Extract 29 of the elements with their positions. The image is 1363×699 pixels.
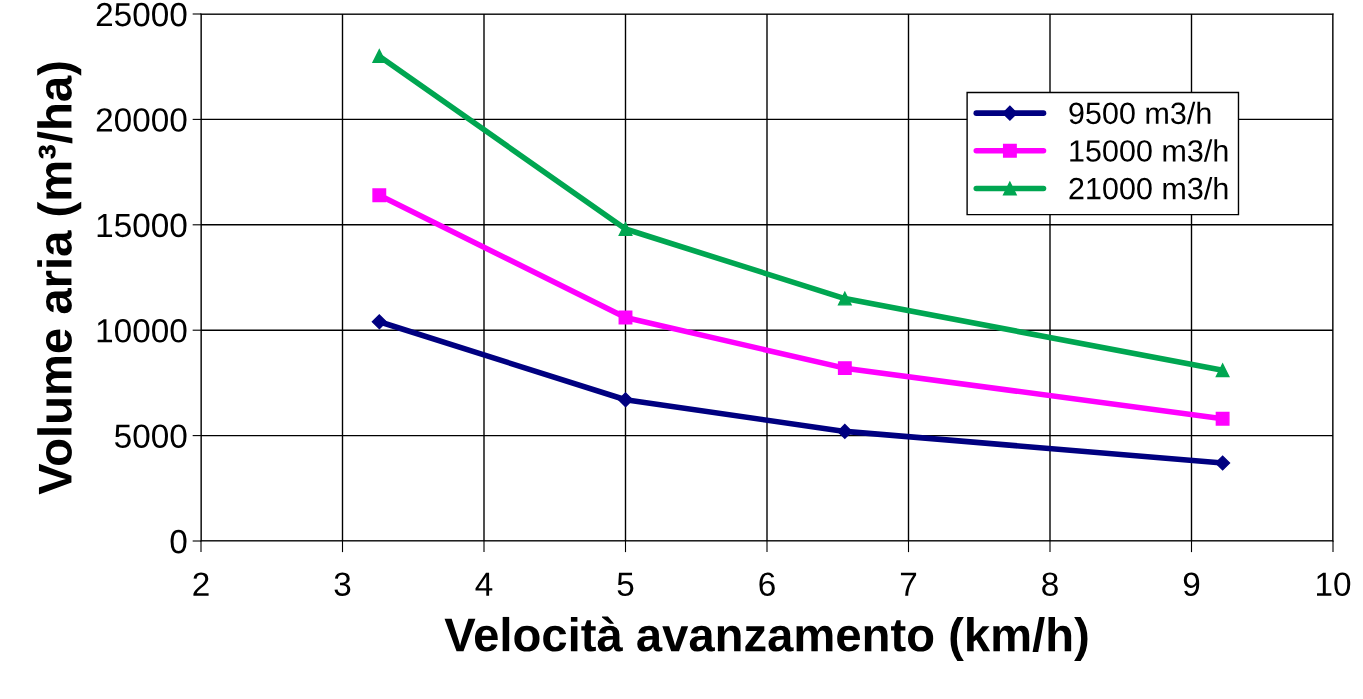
x-tick-label: 5: [617, 572, 634, 597]
point: [837, 291, 852, 306]
y-tick-label: 0: [170, 529, 187, 554]
y-tick-label: 20000: [96, 108, 187, 132]
y-axis-title: Volume aria (m³/ha): [37, 62, 82, 495]
x-tick-label: 7: [900, 572, 917, 596]
x-axis-title: Velocità avanzamento (km/h): [444, 616, 1088, 661]
y-tick-label: 10000: [97, 319, 187, 343]
legend-label: 15000 m3/h: [1070, 139, 1228, 162]
point: [1215, 455, 1231, 471]
x-tick-label: 4: [475, 572, 493, 596]
point: [372, 188, 387, 203]
y-tick-label: 5000: [114, 424, 187, 449]
y-tick-label: 25000: [96, 2, 187, 27]
x-tick-label: 2: [193, 572, 209, 596]
x-tick-label: 8: [1042, 572, 1058, 597]
point: [617, 392, 634, 408]
legend-label: 21000 m3/h: [1069, 176, 1228, 200]
x-tick-label: 10: [1317, 572, 1351, 597]
point: [837, 361, 852, 376]
point: [371, 314, 387, 330]
legend-label: 9500 m3/h: [1069, 101, 1211, 125]
y-tick-label: 15000: [97, 213, 187, 238]
point: [618, 222, 633, 236]
point: [1215, 363, 1230, 378]
x-tick-label: 6: [759, 572, 775, 597]
x-tick-label: 3: [334, 572, 351, 597]
x-tick-label: 9: [1183, 572, 1200, 597]
point: [1215, 411, 1230, 426]
